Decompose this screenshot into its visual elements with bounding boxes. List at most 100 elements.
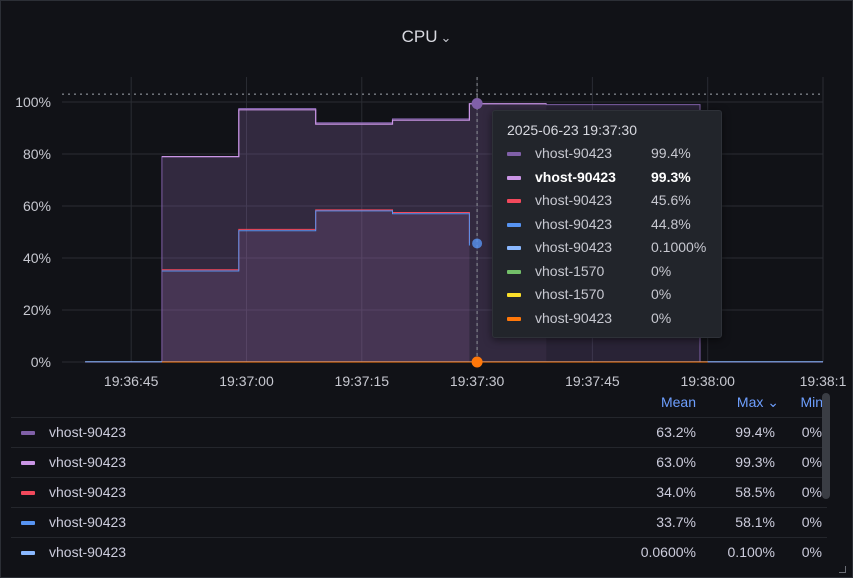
- legend-max-value: 99.3%: [735, 454, 775, 470]
- panel-title-text: CPU: [401, 27, 438, 46]
- legend-series-name[interactable]: vhost-90423: [49, 454, 127, 470]
- series-color-swatch: [507, 293, 521, 297]
- tooltip-row: vhost-90423 99.3%: [507, 168, 712, 190]
- tooltip-row: vhost-1570 0%: [507, 285, 712, 307]
- tooltip-series-name: vhost-90423: [535, 239, 613, 255]
- series-line: [161, 103, 547, 158]
- legend-max-value: 58.1%: [735, 514, 775, 530]
- tooltip-series-value: 99.3%: [651, 168, 691, 185]
- tooltip-row: vhost-90423 0.1000%: [507, 238, 712, 260]
- legend-series-name[interactable]: vhost-90423: [49, 514, 127, 530]
- legend-mean-value: 63.0%: [656, 454, 696, 470]
- x-tick-label: 19:38:1: [800, 373, 847, 389]
- hover-point: [471, 356, 483, 368]
- series-area: [161, 210, 470, 362]
- tooltip-series-name: vhost-1570: [535, 286, 605, 302]
- legend-header-mean[interactable]: Mean: [660, 394, 696, 410]
- tooltip-series-name: vhost-90423: [535, 215, 613, 232]
- tooltip-series-value: 0%: [651, 286, 672, 302]
- tooltip-series-name: vhost-90423: [535, 145, 613, 161]
- legend-table: Mean Max ⌄ Min vhost-90423 63.2% 99.4% 0% vh…: [11, 393, 827, 573]
- series-color-swatch: [507, 269, 521, 274]
- hover-point: [472, 238, 483, 249]
- tooltip-series-value: 44.8%: [651, 215, 691, 232]
- tooltip-series-name: vhost-90423: [535, 192, 613, 208]
- y-tick-label: 0%: [31, 354, 51, 370]
- x-tick-label: 19:36:45: [104, 373, 159, 389]
- series-area: [161, 209, 470, 362]
- x-tick-label: 19:37:00: [219, 373, 274, 389]
- tooltip: 2025-06-23 19:37:30 vhost-90423 99.4% vhos…: [492, 110, 722, 338]
- legend-series-name[interactable]: vhost-90423: [49, 484, 127, 500]
- cpu-chart[interactable]: 0% 20% 40% 60% 80% 100% 19:36:45 19:37:00 19:37…: [1, 1, 852, 393]
- legend-header-min[interactable]: Min: [800, 394, 823, 410]
- legend-min-value: 0%: [801, 454, 822, 470]
- tooltip-row: vhost-90423 99.4%: [507, 144, 712, 166]
- x-tick-label: 19:37:45: [565, 373, 620, 389]
- series-color-swatch: [507, 246, 521, 250]
- series-color-swatch: [21, 551, 35, 555]
- legend-min-value: 0%: [801, 484, 822, 500]
- legend-max-value: 58.5%: [735, 484, 775, 500]
- y-tick-label: 80%: [23, 146, 51, 162]
- tooltip-row: vhost-90423 44.8%: [507, 215, 712, 237]
- legend-row[interactable]: vhost-90423 63.0% 99.3% 0%: [11, 447, 827, 477]
- legend-header-max[interactable]: Max ⌄: [736, 394, 779, 410]
- legend-max-value: 0.100%: [727, 544, 775, 560]
- tooltip-series-value: 99.4%: [651, 145, 691, 161]
- series-color-swatch: [21, 521, 35, 525]
- legend-mean-value: 63.2%: [656, 424, 696, 440]
- tooltip-series-value: 0.1000%: [651, 239, 707, 255]
- tooltip-series-name: vhost-90423: [535, 168, 616, 185]
- legend-mean-value: 0.0600%: [640, 544, 696, 560]
- legend-row[interactable]: vhost-90423 0.0600% 0.100% 0%: [11, 537, 827, 567]
- tooltip-row: vhost-90423 45.6%: [507, 191, 712, 213]
- chevron-down-icon: ⌄: [440, 30, 452, 45]
- legend-row[interactable]: vhost-90423 34.0% 58.5% 0%: [11, 477, 827, 507]
- tooltip-series-value: 0%: [651, 309, 672, 326]
- panel-title[interactable]: CPU ⌄: [1, 27, 852, 47]
- y-tick-label: 20%: [23, 302, 51, 318]
- y-tick-label: 100%: [15, 94, 51, 110]
- legend-header: Mean Max ⌄ Min: [11, 393, 827, 413]
- series-line: [161, 210, 470, 272]
- y-axis-labels: 0% 20% 40% 60% 80% 100%: [15, 94, 51, 370]
- tooltip-series-name: vhost-90423: [535, 309, 613, 326]
- legend-mean-value: 33.7%: [656, 514, 696, 530]
- x-tick-label: 19:37:30: [450, 373, 505, 389]
- series-color-swatch: [21, 431, 35, 435]
- legend-scrollbar[interactable]: [822, 393, 830, 499]
- series-color-swatch: [21, 461, 35, 465]
- x-axis-labels: 19:36:45 19:37:00 19:37:15 19:37:30 19:37:45…: [104, 373, 847, 389]
- tooltip-row: vhost-90423 0%: [507, 309, 712, 331]
- x-tick-label: 19:37:15: [335, 373, 390, 389]
- tooltip-series-name: vhost-1570: [535, 262, 605, 279]
- legend-min-value: 0%: [801, 424, 822, 440]
- hover-point: [471, 98, 483, 110]
- series-area: [161, 103, 547, 363]
- x-tick-label: 19:38:00: [680, 373, 735, 389]
- series-color-swatch: [507, 199, 521, 203]
- series-color-swatch: [507, 222, 521, 227]
- chart-overlay: [471, 77, 483, 368]
- y-tick-label: 60%: [23, 198, 51, 214]
- resize-handle-icon[interactable]: [839, 566, 846, 573]
- y-tick-label: 40%: [23, 250, 51, 266]
- legend-min-value: 0%: [801, 544, 822, 560]
- tooltip-series-value: 0%: [651, 262, 672, 279]
- tooltip-series-value: 45.6%: [651, 192, 691, 208]
- series-color-swatch: [507, 152, 521, 156]
- series-color-swatch: [21, 491, 35, 495]
- tooltip-time: 2025-06-23 19:37:30: [507, 122, 637, 138]
- legend-mean-value: 34.0%: [656, 484, 696, 500]
- legend-max-value: 99.4%: [735, 424, 775, 440]
- legend-min-value: 0%: [801, 514, 822, 530]
- legend-series-name[interactable]: vhost-90423: [49, 544, 127, 560]
- legend-row[interactable]: vhost-90423 33.7% 58.1% 0%: [11, 507, 827, 537]
- chart-lines: [85, 103, 823, 363]
- legend-row[interactable]: vhost-90423 63.2% 99.4% 0%: [11, 417, 827, 447]
- tooltip-row: vhost-1570 0%: [507, 262, 712, 284]
- series-color-swatch: [507, 175, 521, 180]
- legend-series-name[interactable]: vhost-90423: [49, 424, 127, 440]
